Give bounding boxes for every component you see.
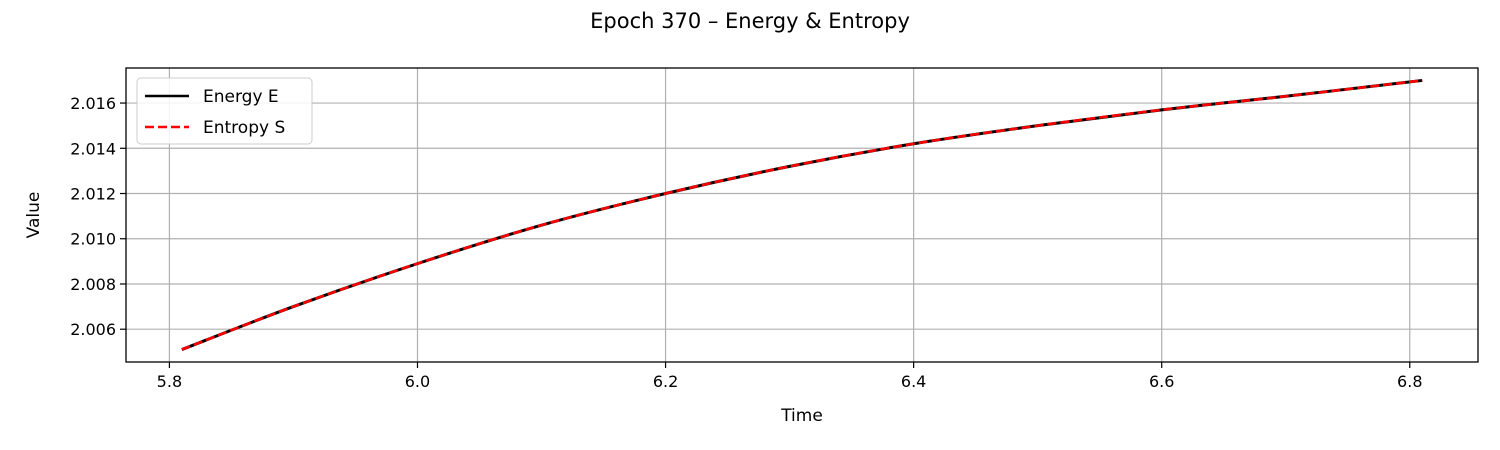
series-line-entropy <box>181 79 1423 351</box>
y-tick-label: 2.016 <box>70 94 116 113</box>
legend: Energy E Entropy S <box>136 77 313 145</box>
legend-label-energy: Energy E <box>203 87 279 107</box>
y-tick-label: 2.010 <box>70 230 116 249</box>
x-tick-label: 6.4 <box>901 372 926 391</box>
y-tick-label: 2.012 <box>70 185 116 204</box>
x-tick-label: 6.8 <box>1397 372 1422 391</box>
x-tick-label: 6.6 <box>1149 372 1174 391</box>
y-axis-ticks: 2.006 2.008 2.010 2.012 2.014 2.016 <box>70 94 126 339</box>
y-tick-label: 2.008 <box>70 275 116 294</box>
series-line-energy <box>181 78 1423 351</box>
plot-frame <box>125 67 1479 363</box>
y-tick-label: 2.006 <box>70 320 116 339</box>
legend-label-entropy: Entropy S <box>203 118 285 138</box>
x-axis-ticks: 5.8 6.0 6.2 6.4 6.6 6.8 <box>157 362 1423 391</box>
grid-lines <box>126 68 1478 362</box>
series-lines <box>181 78 1423 351</box>
chart-title: Epoch 370 – Energy & Entropy <box>590 9 910 33</box>
y-tick-label: 2.014 <box>70 139 116 158</box>
legend-box <box>136 77 313 145</box>
x-tick-label: 5.8 <box>157 372 182 391</box>
y-axis-label: Value <box>24 192 44 239</box>
x-tick-label: 6.0 <box>405 372 430 391</box>
x-tick-label: 6.2 <box>653 372 678 391</box>
x-axis-label: Time <box>780 406 823 426</box>
